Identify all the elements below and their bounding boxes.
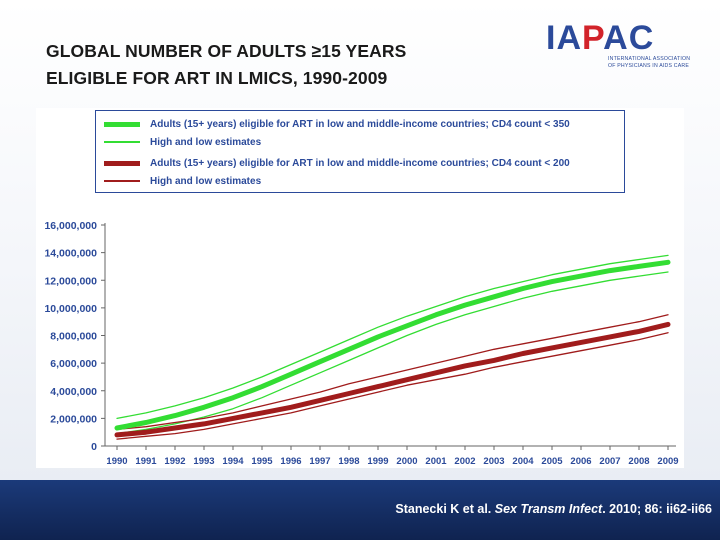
title-line-2: ELIGIBLE FOR ART IN LMICS, 1990-2009	[46, 68, 388, 88]
series-line-cd4-200	[114, 321, 671, 438]
x-tick-label: 1990	[106, 456, 127, 467]
logo-subtitle: INTERNATIONAL ASSOCIATION OF PHYSICIANS …	[608, 56, 691, 69]
y-tick-label: 12,000,000	[44, 275, 97, 287]
legend-item-cd4-200: Adults (15+ years) eligible for ART in l…	[104, 156, 570, 170]
footer-bar: Stanecki K et al. Sex Transm Infect. 201…	[0, 480, 720, 540]
legend-item-cd4-350: Adults (15+ years) eligible for ART in l…	[104, 117, 570, 131]
y-tick-label: 16,000,000	[44, 220, 97, 232]
series-line-cd4-200-low-estimate	[116, 332, 669, 440]
legend-label: Adults (15+ years) eligible for ART in l…	[150, 118, 570, 130]
legend-label: Adults (15+ years) eligible for ART in l…	[150, 157, 570, 169]
x-tick-label: 1995	[251, 456, 273, 467]
legend-item-cd4-200-range: High and low estimates	[104, 174, 261, 188]
legend-label: High and low estimates	[150, 136, 262, 148]
x-tick-label: 2004	[512, 456, 534, 467]
x-tick-label: 2005	[541, 456, 563, 467]
x-tick-label: 2001	[425, 456, 447, 467]
y-tick-label: 2,000,000	[50, 413, 97, 425]
legend-label: High and low estimates	[150, 175, 262, 187]
logo-wordmark: IAPAC	[546, 19, 655, 57]
series-line-cd4-350-high-estimate	[116, 254, 669, 420]
series-line-cd4-200-high-estimate	[116, 314, 669, 431]
iapac-logo: IAPAC INTERNATIONAL ASSOCIATION OF PHYSI…	[546, 18, 696, 78]
x-tick-label: 2007	[599, 456, 620, 467]
x-tick-label: 2006	[570, 456, 591, 467]
y-tick-label: 6,000,000	[50, 358, 97, 370]
legend-swatch	[104, 141, 140, 143]
x-tick-label: 1991	[135, 456, 157, 467]
title-line-1: GLOBAL NUMBER OF ADULTS ≥15 YEARS	[46, 41, 407, 61]
y-tick-label: 0	[91, 441, 97, 453]
x-tick-label: 1997	[309, 456, 330, 467]
x-tick-label: 2008	[628, 456, 649, 467]
y-tick-label: 4,000,000	[50, 386, 97, 398]
slide-title: GLOBAL NUMBER OF ADULTS ≥15 YEARS ELIGIB…	[46, 38, 406, 92]
series-line-cd4-350-low-estimate	[116, 271, 669, 435]
series-line-cd4-350	[114, 259, 671, 431]
legend-swatch	[104, 180, 140, 182]
x-tick-label: 2003	[483, 456, 504, 467]
x-tick-label: 1996	[280, 456, 301, 467]
chart-legend: Adults (15+ years) eligible for ART in l…	[95, 110, 625, 193]
y-tick-label: 8,000,000	[50, 331, 97, 343]
x-tick-label: 2002	[454, 456, 475, 467]
legend-swatch	[104, 160, 140, 166]
legend-swatch	[104, 121, 140, 127]
x-tick-label: 1993	[193, 456, 214, 467]
x-tick-label: 1998	[338, 456, 359, 467]
x-tick-label: 2000	[396, 456, 417, 467]
x-tick-label: 2009	[657, 456, 678, 467]
y-tick-label: 14,000,000	[44, 248, 97, 260]
x-tick-label: 1994	[222, 456, 244, 467]
legend-item-cd4-350-range: High and low estimates	[104, 135, 261, 149]
x-tick-label: 1992	[164, 456, 185, 467]
x-tick-label: 1999	[367, 456, 388, 467]
citation: Stanecki K et al. Sex Transm Infect. 201…	[395, 502, 712, 516]
y-tick-label: 10,000,000	[44, 303, 97, 315]
